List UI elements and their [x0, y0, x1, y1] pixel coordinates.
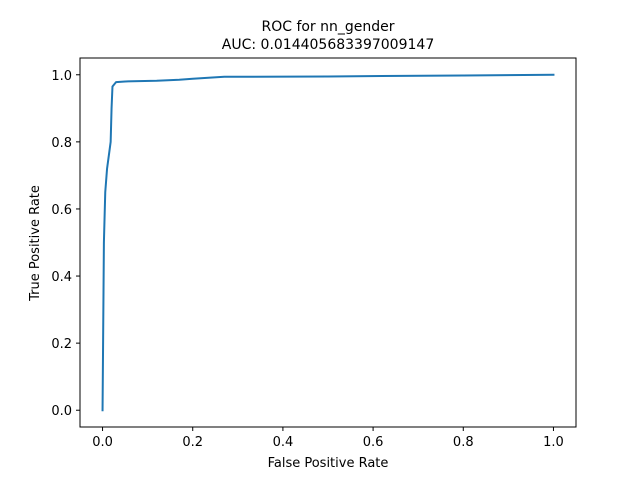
y-tick-label: 0.6 [51, 203, 72, 218]
x-axis-label: False Positive Rate [268, 456, 389, 471]
x-axis: 0.0 0.2 0.4 0.6 0.8 1.0 [92, 427, 564, 450]
y-axis-label: True Positive Rate [28, 185, 43, 302]
chart-subtitle: AUC: 0.014405683397009147 [222, 37, 434, 53]
chart-title: ROC for nn_gender [261, 19, 394, 35]
y-tick-label: 0.8 [51, 136, 72, 151]
x-tick-label: 0.6 [363, 435, 384, 450]
roc-curve-line [101, 73, 555, 412]
plot-area [101, 73, 555, 412]
y-tick-label: 1.0 [51, 69, 72, 84]
axes-frame [79, 57, 577, 428]
x-tick-label: 0.2 [182, 435, 203, 450]
y-tick-label: 0.0 [51, 404, 72, 419]
x-tick-label: 0.4 [273, 435, 294, 450]
x-tick-label: 1.0 [543, 435, 564, 450]
y-tick-label: 0.2 [51, 337, 72, 352]
x-tick-label: 0.0 [92, 435, 113, 450]
x-tick-label: 0.8 [453, 435, 474, 450]
y-tick-label: 0.4 [51, 270, 72, 285]
y-axis: 0.0 0.2 0.4 0.6 0.8 1.0 [51, 69, 80, 419]
